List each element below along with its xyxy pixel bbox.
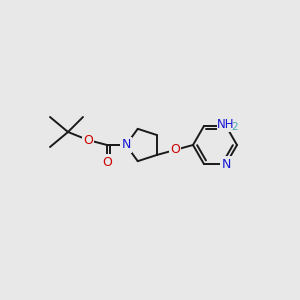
Text: 2: 2: [232, 122, 238, 132]
Text: N: N: [221, 158, 231, 171]
Text: N: N: [121, 139, 131, 152]
Text: O: O: [102, 155, 112, 169]
Text: NH: NH: [217, 118, 235, 131]
Text: O: O: [170, 143, 180, 157]
Text: O: O: [83, 134, 93, 146]
